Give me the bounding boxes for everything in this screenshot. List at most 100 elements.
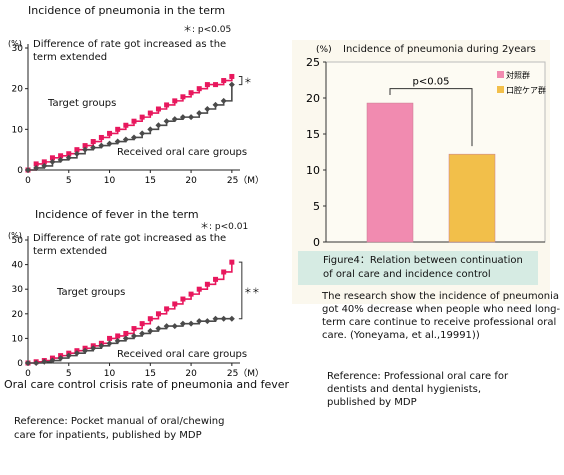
care-point [41, 162, 48, 169]
care-point [73, 150, 80, 157]
y-tick-label: 40 [12, 261, 24, 271]
care-point [204, 318, 211, 325]
y-tick-label: 25 [306, 56, 320, 69]
care-point [131, 134, 137, 141]
legend-label-oral-care: 口腔ケア群 [506, 85, 546, 95]
y-tick-label: 20 [306, 92, 320, 105]
figure-caption-bar [298, 251, 538, 285]
pneumonia-sig-note: ＊: p<0.05 [183, 25, 232, 35]
care-point [179, 320, 186, 327]
target-point [98, 134, 104, 140]
target-point [172, 98, 178, 104]
target-point [58, 153, 64, 159]
care-point [139, 330, 146, 337]
care-point [163, 323, 170, 330]
x-tick-label: 0 [25, 176, 31, 186]
care-point [73, 350, 80, 357]
y-tick-label: 0 [17, 166, 23, 176]
care-point [228, 81, 235, 88]
target-point [139, 321, 145, 327]
pneumonia-line-chart: 0 10 20 30 0 5 10 15 20 25（M） (%) ＊ [8, 39, 264, 186]
fever-trend-note: Difference of rate got increased as the … [33, 233, 227, 257]
y-tick-label: 10 [12, 125, 24, 135]
x-tick-label: 5 [66, 369, 72, 379]
target-point [213, 82, 219, 88]
care-point [147, 328, 154, 335]
care-point [25, 360, 31, 366]
y-axis-label: (%) [8, 231, 22, 240]
fever-target-label: Target groups [57, 287, 126, 298]
target-point [204, 281, 210, 287]
target-point [82, 143, 88, 149]
target-point [164, 306, 170, 312]
significance-bracket [389, 88, 473, 147]
target-point [188, 291, 194, 297]
care-point [122, 335, 129, 342]
care-point [114, 138, 121, 145]
y-tick-label: 5 [313, 200, 320, 213]
y-tick-label: 50 [12, 236, 24, 246]
target-point [123, 330, 129, 336]
target-point [115, 126, 121, 132]
care-point [82, 347, 89, 354]
care-point [33, 164, 40, 171]
care-point [90, 345, 97, 352]
care-point [220, 97, 227, 104]
reference-left: Reference: Pocket manual of oral/chewing… [14, 416, 225, 441]
y-tick-label: 20 [12, 310, 24, 320]
fever-chart-title: Incidence of fever in the term [35, 208, 199, 221]
x-tick-label: 10 [104, 369, 116, 379]
x-tick-label: 20 [185, 369, 197, 379]
x-tick-label: 15 [145, 176, 156, 186]
care-point [188, 320, 195, 327]
target-point [229, 259, 235, 265]
target-point [49, 155, 55, 161]
figure-caption: Figure4：Relation between continuation of… [323, 255, 523, 280]
x-tick-label: 15 [145, 369, 156, 379]
target-point [155, 106, 161, 112]
care-point [139, 130, 146, 137]
care-point [212, 101, 219, 108]
care-point [49, 158, 56, 165]
target-point [90, 139, 96, 145]
care-point [82, 146, 89, 153]
care-point [155, 325, 162, 332]
fever-care-label: Received oral care groups [117, 349, 248, 360]
care-point [204, 106, 211, 112]
target-point [172, 301, 178, 307]
x-tick-label: 0 [25, 369, 31, 379]
plot-area [325, 61, 546, 243]
y-tick-label: 15 [306, 128, 320, 141]
care-point [122, 136, 129, 143]
care-point [65, 154, 72, 161]
pneumonia-target-label: Target groups [48, 98, 117, 109]
care-point [98, 342, 105, 349]
significance-star: ＊＊ [244, 286, 260, 295]
significance-bracket [238, 261, 243, 320]
care-point [131, 332, 137, 339]
care-point [33, 360, 40, 366]
y-tick-label: 10 [12, 334, 24, 344]
care-point [49, 357, 56, 364]
target-point [115, 333, 121, 339]
target-point [107, 335, 113, 341]
care-point [171, 116, 178, 123]
y-tick-label: 0 [313, 236, 320, 249]
care-point [212, 315, 219, 322]
legend-swatch-oral-care [497, 86, 504, 93]
care-point [57, 156, 64, 163]
target-point [229, 73, 235, 79]
target-point [188, 90, 194, 96]
y-axis-label: (%) [8, 39, 22, 48]
target-point [131, 118, 137, 124]
target-point [74, 147, 80, 153]
target-point [196, 286, 202, 292]
care-point [196, 110, 203, 117]
care-point [106, 140, 113, 147]
bar-chart-title: Incidence of pneumonia during 2years [343, 44, 536, 55]
fever-sig-note: ＊: p<0.01 [200, 222, 249, 232]
bar-control [366, 102, 414, 243]
target-series-line [28, 262, 233, 364]
y-axis-label: (%) [316, 45, 332, 55]
